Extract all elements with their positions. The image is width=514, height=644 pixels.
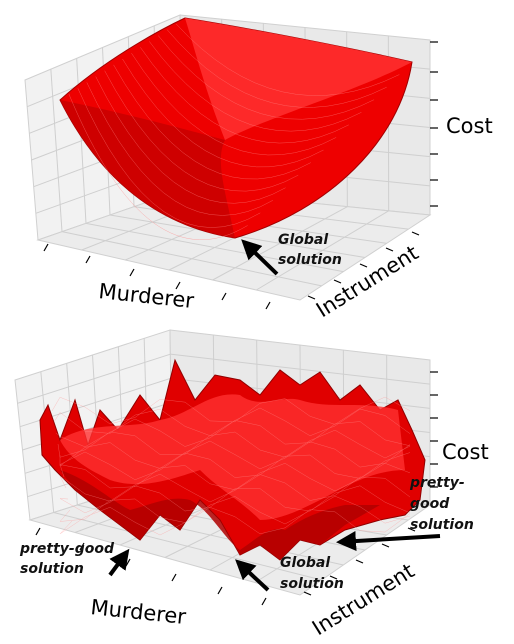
annotation-line-3: solution xyxy=(410,517,474,533)
annotation-arrow xyxy=(336,531,441,552)
z-axis-label: Cost xyxy=(442,440,489,464)
z-axis-ticks xyxy=(430,41,438,207)
annotation-line-1: pretty- xyxy=(409,475,465,491)
y-axis-ticks xyxy=(303,527,416,596)
annotation-line-2: solution xyxy=(20,561,84,577)
cost-surface xyxy=(59,17,413,240)
rugged-surface-plot: Cost Murderer Instrument pretty-good sol… xyxy=(14,329,489,640)
x-axis-label: Murderer xyxy=(89,595,187,629)
annotation-arrow xyxy=(235,559,270,592)
z-axis-label: Cost xyxy=(446,114,493,138)
annotation-line-2: good xyxy=(410,496,450,512)
annotation-pretty-good-left: pretty-good solution xyxy=(19,541,130,577)
annotation-line-1: Global xyxy=(278,232,328,248)
y-axis-ticks xyxy=(307,231,420,300)
annotation-global-solution: Global solution xyxy=(241,232,342,276)
annotation-line-2: solution xyxy=(278,252,342,268)
cost-surface xyxy=(39,358,426,561)
z-axis-ticks xyxy=(430,371,438,488)
annotation-arrow xyxy=(241,239,279,276)
annotation-line-1: Global xyxy=(280,555,330,571)
annotation-pretty-good-right: pretty- good solution xyxy=(336,475,474,552)
x-axis-label: Murderer xyxy=(97,279,195,313)
annotation-line-2: solution xyxy=(280,576,344,592)
annotation-arrow xyxy=(108,548,130,577)
x-axis-ticks xyxy=(43,243,271,310)
annotation-global-solution: Global solution xyxy=(235,555,344,592)
bowl-surface-plot: Cost Murderer Instrument Global solution xyxy=(24,14,493,322)
annotation-line-1: pretty-good xyxy=(19,541,115,557)
